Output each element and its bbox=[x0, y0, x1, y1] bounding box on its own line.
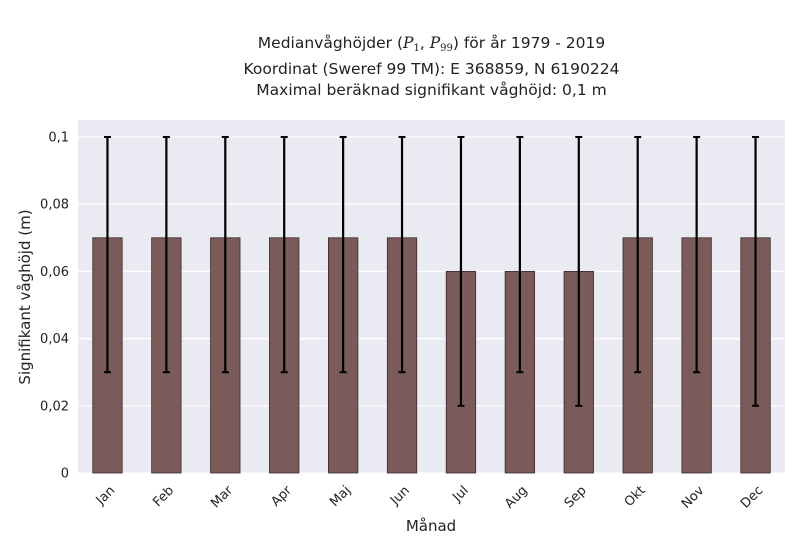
error-bar bbox=[221, 136, 229, 374]
grid-lines bbox=[78, 136, 785, 474]
title-line-1: Medianvåghöjder (P1, P99) för år 1979 - … bbox=[257, 34, 606, 54]
y-tick-label: 0,1 bbox=[48, 131, 69, 146]
x-tick-label: Nov bbox=[679, 483, 708, 512]
error-bars bbox=[103, 136, 760, 407]
error-bar bbox=[693, 136, 701, 374]
error-bar bbox=[752, 136, 760, 407]
plot-area bbox=[78, 120, 785, 473]
error-bar bbox=[516, 136, 524, 374]
error-bar bbox=[634, 136, 642, 374]
title-line-3: Maximal beräknad signifikant våghöjd: 0,… bbox=[256, 81, 607, 99]
x-tick-label: Mar bbox=[208, 483, 236, 511]
x-axis-label: Månad bbox=[406, 517, 456, 535]
error-bar bbox=[280, 136, 288, 374]
y-tick-label: 0,04 bbox=[40, 332, 69, 347]
error-bar bbox=[575, 136, 583, 407]
x-tick-label: Okt bbox=[622, 483, 649, 510]
x-tick-label: Dec bbox=[738, 483, 766, 511]
y-tick-label: 0,08 bbox=[40, 198, 69, 213]
error-bar bbox=[162, 136, 170, 374]
x-axis-ticks: Jan Feb Mar Apr Maj Jun Jul Aug Sep Okt Nov Dec bbox=[93, 483, 767, 512]
y-tick-label: 0,06 bbox=[40, 265, 69, 280]
y-axis-label: Signifikant våghöjd (m) bbox=[16, 209, 34, 384]
x-tick-label: Sep bbox=[562, 483, 590, 511]
x-tick-label: Jun bbox=[387, 483, 413, 509]
chart-title: Medianvåghöjder (P1, P99) för år 1979 - … bbox=[78, 33, 785, 101]
x-tick-label: Apr bbox=[269, 483, 296, 510]
x-tick-label: Feb bbox=[150, 483, 177, 510]
error-bar bbox=[339, 136, 347, 374]
x-tick-label: Maj bbox=[327, 483, 354, 510]
y-axis-ticks: 0 0,02 0,04 0,06 0,08 0,1 bbox=[40, 131, 69, 482]
y-tick-label: 0 bbox=[61, 467, 69, 482]
x-tick-label: Jul bbox=[449, 483, 471, 505]
title-line-2: Koordinat (Sweref 99 TM): E 368859, N 61… bbox=[243, 60, 620, 78]
error-bar bbox=[457, 136, 465, 407]
error-bar bbox=[103, 136, 111, 374]
error-bar bbox=[398, 136, 406, 374]
x-tick-label: Aug bbox=[502, 483, 531, 512]
x-tick-label: Jan bbox=[93, 483, 118, 508]
y-tick-label: 0,02 bbox=[40, 399, 69, 414]
